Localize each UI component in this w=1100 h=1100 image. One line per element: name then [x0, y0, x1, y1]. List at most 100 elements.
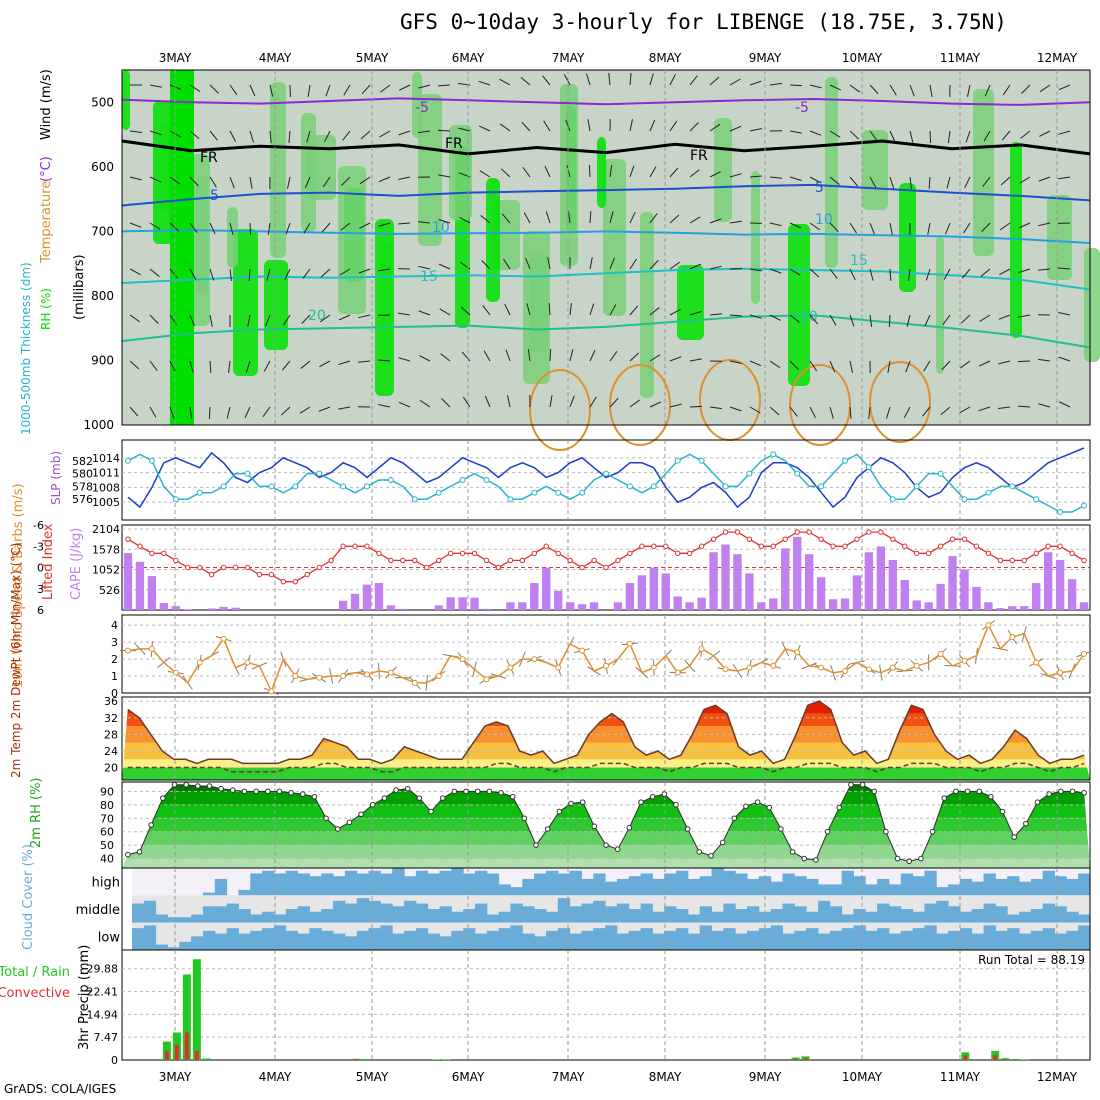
wind-barb	[889, 84, 897, 96]
li-marker	[208, 571, 215, 578]
wind-barb	[587, 119, 591, 132]
wind-barb	[569, 303, 572, 316]
wind-barb	[321, 222, 331, 233]
cloud-bar	[829, 884, 843, 896]
rain-bar	[182, 974, 191, 1060]
cloud-bar	[202, 906, 216, 923]
cape-bar	[888, 559, 897, 610]
cloud-bar	[687, 933, 701, 950]
wind-barb	[462, 396, 471, 408]
cloud-bar	[616, 878, 630, 896]
li-marker	[770, 543, 777, 549]
cloud-bar	[581, 930, 594, 950]
wind-barb	[769, 176, 782, 179]
wind-barb	[829, 406, 834, 419]
thickness-marker	[507, 496, 514, 503]
wind-barb	[709, 123, 721, 132]
li-marker	[961, 536, 968, 542]
li-marker	[997, 557, 1004, 564]
wind-barb	[1020, 130, 1031, 139]
wind-tick: 1	[111, 670, 118, 683]
wind-barb	[869, 314, 873, 327]
day-label-bottom: 7MAY	[552, 1070, 585, 1084]
rh-marker	[428, 808, 434, 815]
cloud-bar	[747, 878, 760, 896]
cloud-bar	[817, 900, 831, 923]
li-marker	[137, 543, 143, 549]
wind-barb	[849, 406, 852, 419]
cloud-bar	[841, 870, 854, 896]
wind-barb	[729, 220, 742, 224]
thickness-marker	[196, 489, 203, 496]
rh-marker	[218, 785, 224, 792]
li-marker	[890, 536, 896, 542]
cloud-bar	[877, 878, 890, 896]
wind-speed-marker	[387, 669, 394, 676]
cloud-bar	[1054, 906, 1067, 923]
rh-marker	[871, 788, 878, 795]
thickness-marker	[698, 457, 705, 464]
cloud-bar	[356, 873, 370, 896]
rh-marker	[929, 828, 936, 835]
wind-barb	[729, 125, 742, 132]
wind-barb	[769, 360, 781, 369]
wind-barb	[1001, 130, 1011, 141]
wind-tick: 4	[111, 619, 118, 632]
li-marker	[196, 564, 203, 571]
wind-barb	[649, 307, 660, 316]
wind-barb	[809, 406, 816, 418]
rh-marker	[766, 804, 773, 811]
thickness-marker	[316, 470, 323, 477]
rh-marker	[696, 849, 703, 855]
wind-speed-marker	[579, 647, 586, 654]
cloud-bar	[723, 903, 736, 923]
cloud-bar	[912, 876, 925, 896]
wind-barb	[869, 268, 874, 281]
cape-bar	[518, 602, 527, 610]
thickness-marker	[1081, 502, 1088, 509]
rain-bar	[162, 1041, 171, 1060]
wind-barb	[507, 395, 511, 408]
wind-speed-marker	[316, 674, 323, 681]
cloud-bar	[1078, 925, 1091, 950]
wind-barb	[945, 222, 951, 235]
wind-barb	[500, 168, 511, 178]
wind-barb	[983, 130, 991, 142]
cloud-bar	[309, 876, 322, 896]
wind-barb	[209, 268, 215, 281]
cape-bar	[482, 608, 491, 610]
wind-barb	[789, 176, 802, 181]
rh-marker	[299, 791, 306, 797]
thickness-marker	[746, 470, 753, 477]
wind-barb	[263, 360, 271, 372]
cloud-bar	[191, 936, 204, 950]
wind-barb	[789, 314, 800, 323]
rh-marker	[241, 788, 248, 795]
cloud-bar	[853, 909, 866, 923]
wind-barb	[980, 268, 991, 277]
wind-barb	[608, 73, 611, 86]
wind-barb	[419, 355, 431, 362]
cloud-bar	[534, 873, 547, 896]
rh-region	[190, 154, 210, 326]
rh-marker	[498, 789, 504, 796]
cloud-bar	[321, 930, 334, 950]
thickness-marker	[172, 496, 179, 503]
li-marker	[304, 571, 310, 578]
wind-barb	[925, 268, 931, 281]
wind-barb	[307, 84, 311, 97]
cape-bar	[781, 548, 790, 610]
cloud-bar	[285, 870, 299, 896]
wind-barb	[829, 268, 838, 279]
wind-barb	[398, 84, 411, 91]
cloud-bar	[155, 944, 168, 950]
wind-barb	[888, 314, 891, 328]
cloud-bar	[711, 930, 724, 950]
wind-speed-marker	[459, 656, 466, 663]
rh-tick: 50	[100, 839, 114, 852]
cape-bar	[613, 602, 623, 610]
rh-marker	[474, 788, 481, 795]
cloud-bar	[971, 909, 985, 923]
wind-barb	[324, 130, 331, 142]
contour-label: FR	[690, 148, 708, 164]
